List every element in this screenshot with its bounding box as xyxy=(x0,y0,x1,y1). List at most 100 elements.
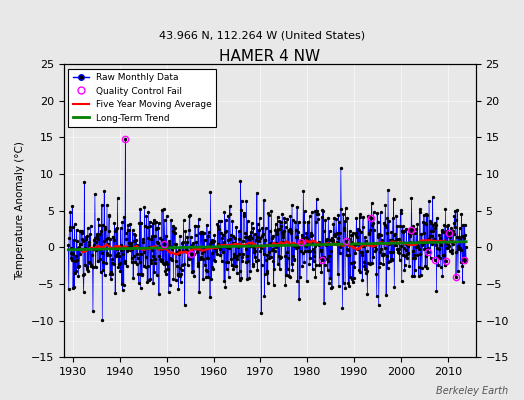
Point xyxy=(202,274,210,280)
Point xyxy=(425,236,434,243)
Point xyxy=(178,239,186,246)
Point xyxy=(110,260,118,267)
Point xyxy=(412,242,421,248)
Point xyxy=(419,230,428,236)
Point xyxy=(368,260,377,266)
Point xyxy=(234,244,242,250)
Point xyxy=(320,254,329,260)
Point xyxy=(444,242,452,248)
Point xyxy=(148,220,157,227)
Point xyxy=(243,218,252,224)
Point xyxy=(74,245,82,251)
Point xyxy=(457,232,466,239)
Point xyxy=(266,228,274,234)
Point xyxy=(366,227,374,234)
Point xyxy=(101,226,109,233)
Point xyxy=(326,237,334,243)
Point xyxy=(288,261,296,268)
Point xyxy=(383,229,391,236)
Point xyxy=(436,239,444,245)
Point xyxy=(451,207,460,214)
Point xyxy=(235,277,244,284)
Point xyxy=(294,244,302,250)
Point xyxy=(399,244,408,251)
Point xyxy=(216,252,224,258)
Point xyxy=(126,242,134,248)
Point xyxy=(64,242,72,248)
Point xyxy=(287,230,296,236)
Point xyxy=(95,246,103,252)
Point xyxy=(412,225,420,232)
Point xyxy=(278,211,287,217)
Point xyxy=(93,233,101,240)
Point xyxy=(386,237,394,243)
Point xyxy=(408,272,417,279)
Point xyxy=(298,250,307,256)
Point xyxy=(145,277,153,284)
Point xyxy=(81,262,89,268)
Point xyxy=(401,262,409,268)
Point xyxy=(133,261,141,267)
Point xyxy=(107,276,115,282)
Point xyxy=(215,246,224,252)
Point xyxy=(93,231,102,238)
Point xyxy=(179,238,187,245)
Point xyxy=(363,268,371,274)
Point xyxy=(163,266,172,272)
Point xyxy=(92,264,100,271)
Point xyxy=(106,236,115,242)
Point xyxy=(302,234,310,240)
Point xyxy=(147,236,155,243)
Point xyxy=(178,262,187,268)
Point xyxy=(418,242,427,248)
Point xyxy=(95,222,103,229)
Point xyxy=(128,255,136,261)
Point xyxy=(340,226,348,233)
Point xyxy=(381,222,389,228)
Point xyxy=(362,238,370,244)
Point xyxy=(79,238,87,244)
Point xyxy=(379,261,388,268)
Point xyxy=(420,212,428,218)
Point xyxy=(202,268,211,274)
Point xyxy=(139,263,148,269)
Point xyxy=(111,290,119,296)
Point xyxy=(75,240,84,247)
Point xyxy=(334,234,342,241)
Point xyxy=(156,243,164,250)
Point xyxy=(292,234,301,240)
Point xyxy=(426,232,434,239)
Point xyxy=(83,266,91,272)
Point xyxy=(213,251,221,257)
Point xyxy=(346,260,355,266)
Point xyxy=(82,233,91,239)
Point xyxy=(124,246,133,252)
Point xyxy=(97,202,106,208)
Point xyxy=(283,216,291,222)
Point xyxy=(288,266,297,273)
Point xyxy=(286,213,294,220)
Point xyxy=(87,262,95,268)
Point xyxy=(364,212,373,219)
Point xyxy=(170,225,178,231)
Point xyxy=(409,223,418,230)
Point xyxy=(246,232,254,239)
Point xyxy=(260,237,269,243)
Point xyxy=(209,266,217,272)
Point xyxy=(112,226,120,232)
Point xyxy=(203,255,212,262)
Point xyxy=(186,255,194,261)
Point xyxy=(106,271,114,277)
Point xyxy=(331,233,339,240)
Point xyxy=(326,274,334,281)
Point xyxy=(88,245,96,251)
Point xyxy=(246,229,255,235)
Point xyxy=(180,302,189,308)
Point xyxy=(93,236,102,242)
Point xyxy=(104,228,113,234)
Point xyxy=(201,262,209,268)
Point xyxy=(353,241,362,247)
Point xyxy=(136,206,144,212)
Point xyxy=(291,242,299,248)
Point xyxy=(130,231,138,237)
